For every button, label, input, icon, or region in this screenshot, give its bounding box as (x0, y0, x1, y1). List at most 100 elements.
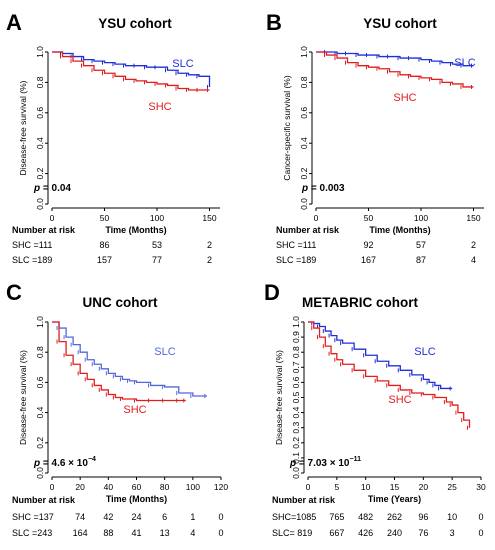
risk-value: 86 (99, 240, 109, 250)
y-tick-label: 0.4 (35, 406, 45, 418)
risk-value: 13 (160, 528, 170, 538)
x-tick-label: 150 (466, 213, 480, 223)
y-tick-label: 0.2 (291, 437, 301, 449)
series-line-shc (316, 51, 474, 88)
risk-value: 157 (97, 255, 112, 265)
p-symbol: p (289, 458, 296, 469)
x-tick-label: 20 (75, 482, 85, 492)
risk-value: 765 (329, 512, 344, 522)
risk-value: 164 (73, 528, 88, 538)
p-value-exponent: −11 (350, 456, 362, 463)
risk-value: 57 (416, 240, 426, 250)
y-tick-label: 0.6 (35, 107, 45, 119)
p-symbol: p (33, 183, 40, 194)
y-tick-label: 0.0 (299, 198, 309, 210)
risk-value: 482 (358, 512, 373, 522)
series-line-shc (308, 321, 471, 428)
y-tick-label: 1.0 (291, 316, 301, 328)
risk-value: 240 (387, 528, 402, 538)
series-label-slc: SLC (414, 346, 435, 358)
y-tick-label: 1.0 (35, 46, 45, 58)
x-tick-label: 5 (334, 482, 339, 492)
panel-title: METABRIC cohort (302, 295, 418, 310)
risk-value: 2 (207, 255, 212, 265)
x-tick-label: 100 (150, 213, 164, 223)
risk-value: 53 (152, 240, 162, 250)
y-tick-label: 0.8 (291, 346, 301, 358)
x-tick-label: 0 (314, 213, 319, 223)
y-tick-label: 0.6 (35, 376, 45, 388)
x-tick-label: 60 (132, 482, 142, 492)
p-value-annotation: p = 7.03 × 10−11 (289, 456, 361, 469)
risk-value: 42 (103, 512, 113, 522)
panel-letter: A (6, 10, 22, 35)
y-tick-label: 0.8 (35, 346, 45, 358)
x-tick-label: 0 (306, 482, 311, 492)
risk-row-label: SHC =111 (12, 240, 52, 250)
y-tick-label: 0.7 (291, 361, 301, 373)
risk-value: 426 (358, 528, 373, 538)
risk-value: 2 (471, 240, 476, 250)
risk-value: 262 (387, 512, 402, 522)
risk-value: 6 (162, 512, 167, 522)
series-label-shc: SHC (388, 394, 411, 406)
x-tick-label: 25 (447, 482, 457, 492)
x-tick-label: 50 (364, 213, 374, 223)
y-axis-label: Disease-free survival (%) (18, 350, 28, 445)
y-tick-label: 0.2 (35, 437, 45, 449)
panel-letter: D (264, 280, 280, 305)
y-tick-label: 0.2 (299, 167, 309, 179)
risk-value: 2 (207, 240, 212, 250)
series-label-slc: SLC (454, 57, 475, 69)
panel-letter: B (266, 10, 282, 35)
p-value-exponent: −4 (88, 456, 96, 463)
y-tick-label: 0.0 (35, 198, 45, 210)
risk-row-label: SLC =243 (12, 528, 52, 538)
panel-b: B YSU cohort 0.0 0.2 0.4 0.6 0.8 1.0 0 50 100 150 Ti… (266, 10, 484, 265)
series-line-slc (308, 321, 453, 390)
x-tick-label: 120 (214, 482, 228, 492)
risk-value: 0 (478, 528, 483, 538)
y-tick-label: 1.0 (299, 46, 309, 58)
risk-value: 0 (478, 512, 483, 522)
risk-table-header: Number at risk (272, 495, 336, 505)
x-axis-label: Time (Months) (106, 494, 167, 504)
series-line-slc (52, 321, 207, 397)
y-tick-label: 0.3 (291, 422, 301, 434)
series-line-shc (52, 51, 210, 91)
p-value-text: = 4.6 × 10 (40, 458, 88, 469)
series-label-shc: SHC (123, 404, 146, 416)
p-value-text: = 0.003 (308, 183, 345, 194)
x-axis-label: Time (Months) (105, 225, 166, 235)
p-value-annotation: p = 0.04 (33, 183, 71, 194)
x-tick-label: 100 (414, 213, 428, 223)
panel-title: YSU cohort (363, 16, 437, 31)
series-label-slc: SLC (154, 346, 175, 358)
x-tick-label: 80 (160, 482, 170, 492)
risk-table-header: Number at risk (12, 225, 76, 235)
y-tick-label: 0.4 (291, 406, 301, 418)
series-line-slc (316, 51, 474, 67)
y-tick-label: 0.0 (35, 467, 45, 479)
risk-value: 96 (418, 512, 428, 522)
risk-table-header: Number at risk (276, 225, 340, 235)
panel-a: A YSU cohort 0.0 0.2 0.4 0.6 0.8 1.0 0 50 100 150 Ti… (6, 10, 220, 265)
risk-value: 4 (471, 255, 476, 265)
risk-row-label: SLC =189 (276, 255, 316, 265)
x-axis-label: Time (Years) (368, 494, 421, 504)
risk-value: 41 (131, 528, 141, 538)
x-tick-label: 30 (476, 482, 486, 492)
risk-value: 4 (190, 528, 195, 538)
p-symbol: p (33, 458, 40, 469)
x-tick-label: 0 (50, 482, 55, 492)
risk-value: 92 (363, 240, 373, 250)
series-label-shc: SHC (393, 92, 416, 104)
risk-value: 1 (190, 512, 195, 522)
x-tick-label: 20 (419, 482, 429, 492)
x-tick-label: 100 (186, 482, 200, 492)
p-value-text: = 7.03 × 10 (296, 458, 350, 469)
risk-value: 10 (447, 512, 457, 522)
x-tick-label: 40 (104, 482, 114, 492)
y-tick-label: 0.9 (291, 331, 301, 343)
